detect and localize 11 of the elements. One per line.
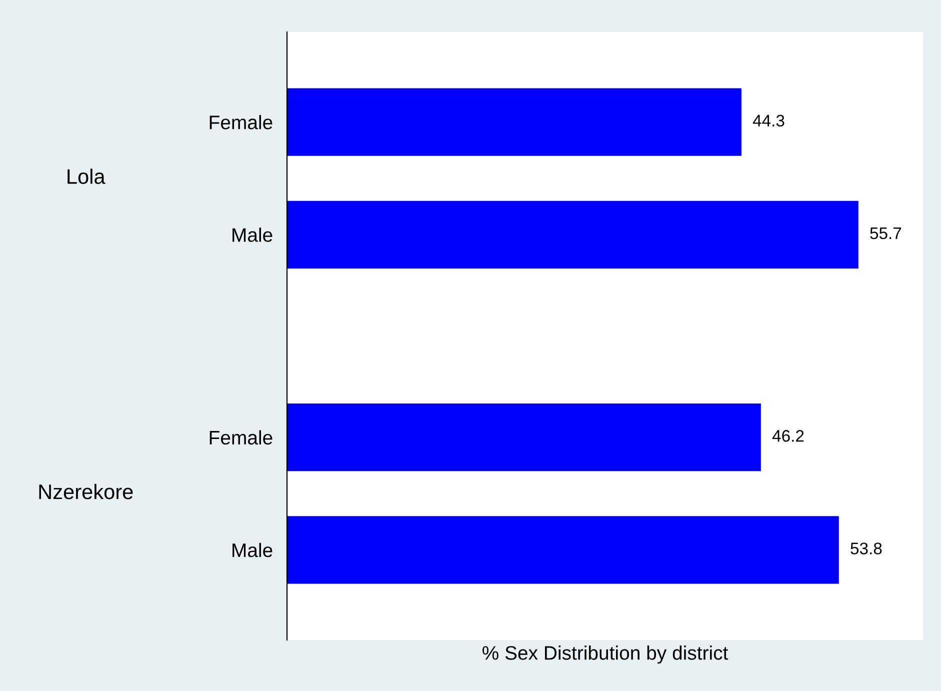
data-label: 55.7 — [870, 228, 902, 240]
y-tick-label: Female — [210, 115, 272, 130]
text: Nzerekore — [39, 484, 133, 500]
data-label: 44.3 — [752, 114, 784, 127]
y-tick-label: Male — [232, 228, 272, 242]
y-tick-label: Male — [232, 542, 272, 558]
data-label: 46.2 — [772, 430, 804, 442]
data-label: 53.8 — [850, 542, 882, 554]
x-axis-title: % Sex Distribution by district — [482, 646, 728, 664]
text: Lola — [68, 168, 106, 184]
y-tick-label: Female — [210, 430, 272, 445]
